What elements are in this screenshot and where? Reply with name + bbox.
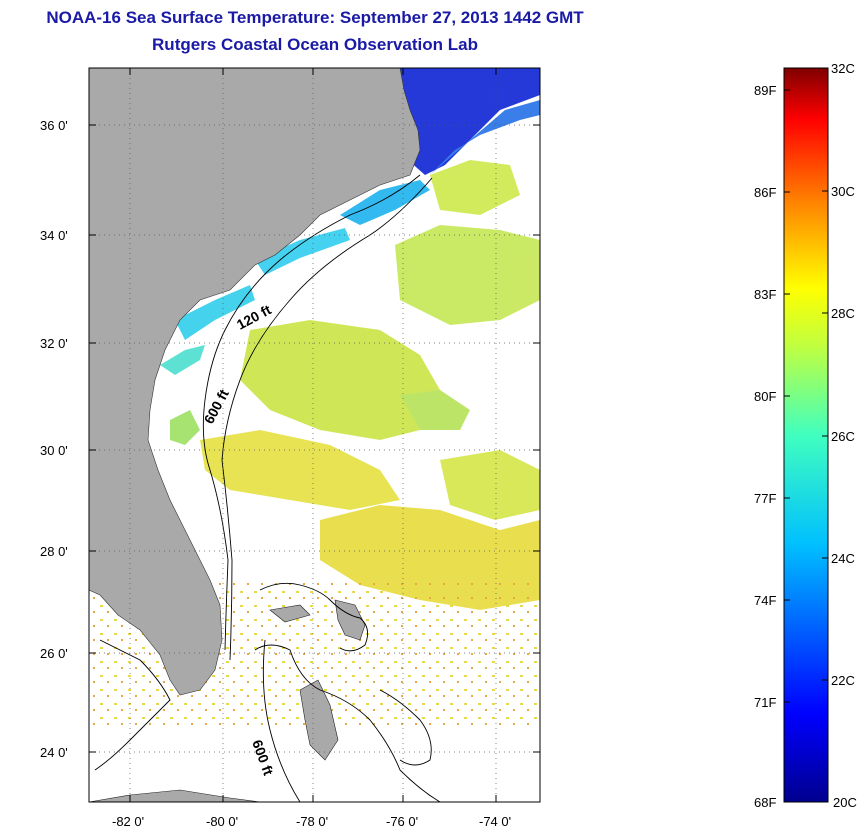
title-line-1: NOAA-16 Sea Surface Temperature: Septemb…: [46, 8, 584, 27]
cuba-coast: [89, 789, 261, 802]
colorbar-fahrenheit-labels: 89F 86F 83F 80F 77F 74F 71F 68F: [754, 83, 776, 810]
fahrenheit-label: 80F: [754, 389, 776, 404]
map-border: [88, 67, 541, 803]
celsius-label: 30C: [831, 184, 855, 199]
lon-label: -78 0': [296, 814, 328, 829]
fahrenheit-label: 86F: [754, 185, 776, 200]
lon-label: -74 0': [479, 814, 511, 829]
island-andros: [299, 679, 339, 761]
lat-label: 30 0': [40, 443, 68, 458]
fahrenheit-label: 77F: [754, 491, 776, 506]
island-grand-bahama: [269, 604, 311, 623]
title-line-2: Rutgers Coastal Ocean Observation Lab: [152, 35, 478, 54]
lat-label: 26 0': [40, 646, 68, 661]
lon-label: -76 0': [386, 814, 418, 829]
longitude-labels: -82 0' -80 0' -78 0' -76 0' -74 0': [112, 814, 511, 829]
colorbar: [783, 67, 829, 803]
celsius-label: 20C: [833, 795, 857, 810]
colorbar-celsius-labels: 32C 30C 28C 26C 24C 22C 20C: [831, 61, 857, 810]
lat-label: 32 0': [40, 336, 68, 351]
axis-tick-marks: [89, 68, 540, 802]
fahrenheit-label: 68F: [754, 795, 776, 810]
lat-label: 28 0': [40, 544, 68, 559]
fahrenheit-label: 83F: [754, 287, 776, 302]
fahrenheit-label: 71F: [754, 695, 776, 710]
graticule: [89, 68, 540, 802]
colorbar-ticks: [784, 89, 828, 703]
celsius-label: 32C: [831, 61, 855, 76]
lon-label: -80 0': [206, 814, 238, 829]
land-mass: [89, 68, 421, 696]
latitude-labels: 36 0' 34 0' 32 0' 30 0' 28 0' 26 0' 24 0…: [40, 118, 68, 760]
celsius-label: 22C: [831, 673, 855, 688]
lat-label: 24 0': [40, 745, 68, 760]
fahrenheit-label: 74F: [754, 593, 776, 608]
lat-label: 36 0': [40, 118, 68, 133]
celsius-label: 26C: [831, 429, 855, 444]
lat-label: 34 0': [40, 228, 68, 243]
celsius-label: 28C: [831, 306, 855, 321]
fahrenheit-label: 89F: [754, 83, 776, 98]
lon-label: -82 0': [112, 814, 144, 829]
celsius-label: 24C: [831, 551, 855, 566]
